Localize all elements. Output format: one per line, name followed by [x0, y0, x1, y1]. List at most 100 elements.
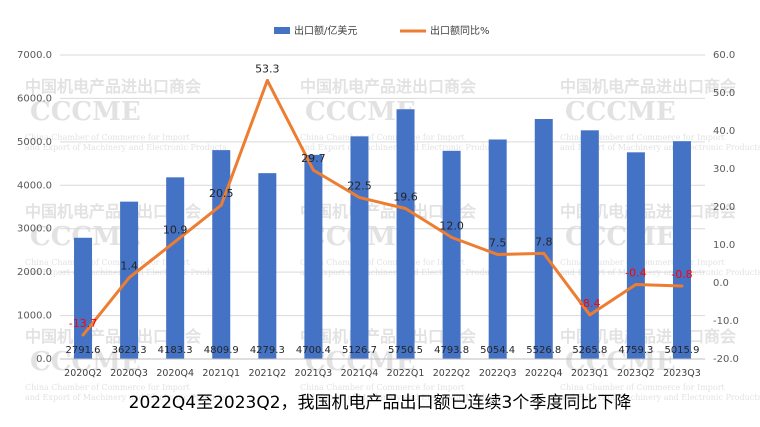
- watermark-name-cn: 中国机电产品进出口商会: [25, 202, 201, 221]
- bar-value-label: 5265.8: [572, 345, 607, 356]
- y-right-tick-label: 30.0: [713, 164, 735, 175]
- y-right-tick-label: -10.0: [713, 316, 739, 327]
- y-left-tick-label: 2000.0: [17, 267, 52, 278]
- bar[interactable]: [534, 118, 553, 359]
- bar[interactable]: [626, 152, 645, 359]
- bar[interactable]: [258, 173, 277, 359]
- legend-item-line[interactable]: 出口额同比%: [400, 24, 490, 37]
- y-right-tick-label: 40.0: [713, 126, 735, 137]
- x-tick-label: 2021Q1: [202, 368, 240, 379]
- bar[interactable]: [350, 136, 369, 359]
- watermark-name-en-1: China Chamber of Commerce for Import: [560, 133, 726, 142]
- watermark-name-en-1: China Chamber of Commerce for Import: [25, 383, 191, 392]
- line-path[interactable]: [81, 78, 683, 336]
- watermark-logo: CCCME: [565, 97, 676, 127]
- legend-item-bar[interactable]: 出口额/亿美元: [274, 24, 357, 37]
- line-point[interactable]: [265, 78, 269, 82]
- x-tick-label: 2020Q4: [156, 368, 194, 379]
- bar-value-label: 3623.3: [112, 345, 147, 356]
- watermark-name-cn: 中国机电产品进出口商会: [560, 327, 736, 346]
- watermark-name-en-2: and Export of Machinery and Electronic P…: [560, 393, 760, 402]
- bar-value-label: 2791.6: [66, 345, 101, 356]
- bar[interactable]: [672, 141, 691, 359]
- x-tick-label: 2022Q4: [525, 368, 563, 379]
- bar-value-label: 4809.9: [204, 345, 239, 356]
- line-point[interactable]: [404, 207, 408, 211]
- x-axis: 2020Q2 2020Q3 2020Q4 2021Q1 2021Q2 2021Q3 2021…: [60, 358, 705, 379]
- watermark-name-en-1: China Chamber of Commerce for Import: [300, 383, 466, 392]
- x-tick-label: 2021Q2: [248, 368, 286, 379]
- x-tick-label: 2023Q1: [571, 368, 609, 379]
- watermark-name-cn: 中国机电产品进出口商会: [25, 327, 201, 346]
- line-point[interactable]: [81, 333, 85, 337]
- y-axis-right: -20.0 -10.0 0.0 10.0 20.0 30.0 40.0 50.0 60.0: [713, 50, 739, 365]
- y-left-tick-label: 3000.0: [17, 224, 52, 235]
- legend-label-bar: 出口额/亿美元: [294, 24, 357, 37]
- line-point[interactable]: [357, 196, 361, 199]
- line-value-label: -8.4: [579, 297, 600, 310]
- bar-value-label: 5526.8: [526, 345, 561, 356]
- line-value-label: 19.6: [393, 191, 418, 204]
- bar-value-label: 5750.5: [388, 345, 423, 356]
- y-right-tick-label: -20.0: [713, 354, 739, 365]
- bar[interactable]: [74, 237, 93, 359]
- y-left-tick-label: 1000.0: [17, 311, 52, 322]
- line-value-label: 22.5: [347, 180, 372, 193]
- line-point[interactable]: [127, 276, 131, 280]
- y-right-tick-label: 0.0: [713, 278, 729, 289]
- x-tick-label: 2023Q2: [617, 368, 655, 379]
- line-point[interactable]: [542, 251, 546, 255]
- line-point[interactable]: [173, 240, 177, 244]
- line-point[interactable]: [219, 203, 223, 207]
- line-point[interactable]: [450, 235, 454, 239]
- watermark-name-en-1: China Chamber of Commerce for Import: [560, 383, 726, 392]
- line-point[interactable]: [634, 283, 638, 287]
- y-right-tick-label: 50.0: [713, 88, 735, 99]
- watermark-name-en-1: China Chamber of Commerce for Import: [25, 258, 191, 267]
- bar[interactable]: [212, 150, 231, 359]
- x-tick-label: 2020Q2: [64, 368, 102, 379]
- bar-value-label: 5126.7: [342, 345, 377, 356]
- y-axis-left: 0.0 1000.0 2000.0 3000.0 4000.0 5000.0 6000.0 7…: [17, 50, 52, 365]
- line-point[interactable]: [680, 284, 684, 288]
- y-right-tick-label: 60.0: [713, 50, 735, 61]
- watermark-name-cn: 中国机电产品进出口商会: [560, 77, 736, 96]
- legend[interactable]: 出口额/亿美元 出口额同比%: [274, 24, 490, 37]
- line-series: [81, 78, 684, 337]
- chart-caption: 2022Q4至2023Q2，我国机电产品出口额已连续3个季度同比下降: [128, 393, 632, 413]
- bar[interactable]: [120, 201, 139, 359]
- bar-value-label: 5015.9: [664, 345, 699, 356]
- y-left-tick-label: 7000.0: [17, 50, 52, 61]
- watermark-name-en-1: China Chamber of Commerce for Import: [25, 133, 191, 142]
- line-value-label: -0.8: [671, 268, 692, 281]
- watermark-name-cn: 中国机电产品进出口商会: [300, 327, 476, 346]
- line-value-label: 7.8: [535, 235, 553, 248]
- x-tick-label: 2021Q3: [295, 368, 333, 379]
- watermark-name-en-1: China Chamber of Commerce for Import: [300, 258, 466, 267]
- bar-value-label: 4759.3: [618, 345, 653, 356]
- bar[interactable]: [580, 130, 599, 359]
- bar[interactable]: [166, 177, 185, 359]
- line-point[interactable]: [311, 168, 315, 172]
- bar-value-label: 5054.4: [480, 345, 515, 356]
- watermark-name-cn: 中国机电产品进出口商会: [560, 202, 736, 221]
- x-tick-label: 2023Q3: [663, 368, 701, 379]
- bar-value-label: 4183.3: [158, 345, 193, 356]
- bar[interactable]: [396, 109, 415, 359]
- bar[interactable]: [304, 154, 323, 359]
- legend-swatch-bar: [274, 27, 290, 34]
- line-point[interactable]: [496, 253, 500, 256]
- x-tick-label: 2020Q3: [110, 368, 148, 379]
- bar[interactable]: [442, 150, 461, 359]
- bar-value-label: 4700.4: [296, 345, 331, 356]
- watermark-name-en-2: and Export of Machinery and Electronic P…: [560, 143, 760, 152]
- x-tick-label: 2021Q4: [341, 368, 379, 379]
- line-point[interactable]: [588, 313, 592, 317]
- bar[interactable]: [488, 139, 507, 359]
- x-tick-label: 2022Q1: [387, 368, 425, 379]
- line-value-label: 53.3: [255, 62, 280, 75]
- line-value-label: 12.0: [439, 219, 464, 232]
- bar-value-label: 4793.8: [434, 345, 469, 356]
